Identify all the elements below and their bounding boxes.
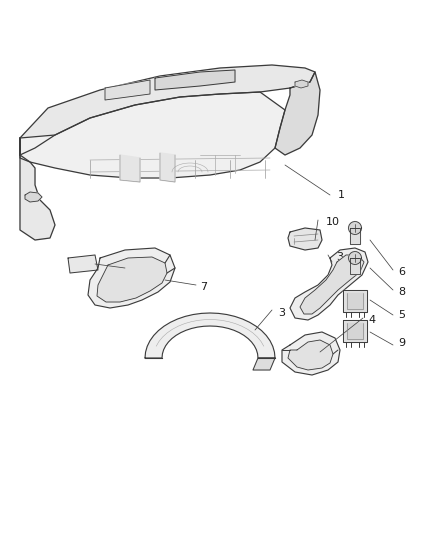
Polygon shape [25, 192, 42, 202]
Polygon shape [160, 153, 175, 182]
Polygon shape [349, 222, 361, 235]
Polygon shape [253, 358, 275, 370]
Polygon shape [343, 290, 367, 312]
Text: 6: 6 [398, 267, 405, 277]
Text: 8: 8 [398, 287, 405, 297]
Polygon shape [300, 255, 364, 314]
Polygon shape [275, 72, 320, 155]
Polygon shape [120, 155, 140, 182]
Text: 1: 1 [338, 190, 345, 200]
Polygon shape [343, 320, 367, 342]
Text: 5: 5 [398, 310, 405, 320]
Text: 9: 9 [398, 338, 405, 348]
Polygon shape [288, 228, 322, 250]
Polygon shape [20, 92, 285, 178]
Polygon shape [349, 252, 361, 264]
Polygon shape [282, 332, 340, 375]
Text: 3: 3 [278, 308, 285, 318]
Text: 4: 4 [368, 315, 375, 325]
Polygon shape [347, 293, 363, 309]
Polygon shape [155, 70, 235, 90]
Polygon shape [288, 340, 333, 370]
Polygon shape [97, 257, 167, 302]
Polygon shape [20, 65, 315, 155]
Polygon shape [295, 80, 308, 88]
Polygon shape [145, 313, 275, 358]
Polygon shape [20, 138, 55, 240]
Polygon shape [347, 323, 363, 339]
Text: 10: 10 [326, 217, 340, 227]
Polygon shape [350, 228, 360, 244]
Polygon shape [68, 255, 98, 273]
Polygon shape [290, 248, 368, 320]
Text: 3: 3 [336, 252, 343, 262]
Polygon shape [350, 258, 360, 274]
Polygon shape [88, 248, 175, 308]
Text: 7: 7 [200, 282, 207, 292]
Polygon shape [105, 80, 150, 100]
Text: 11: 11 [128, 265, 142, 275]
